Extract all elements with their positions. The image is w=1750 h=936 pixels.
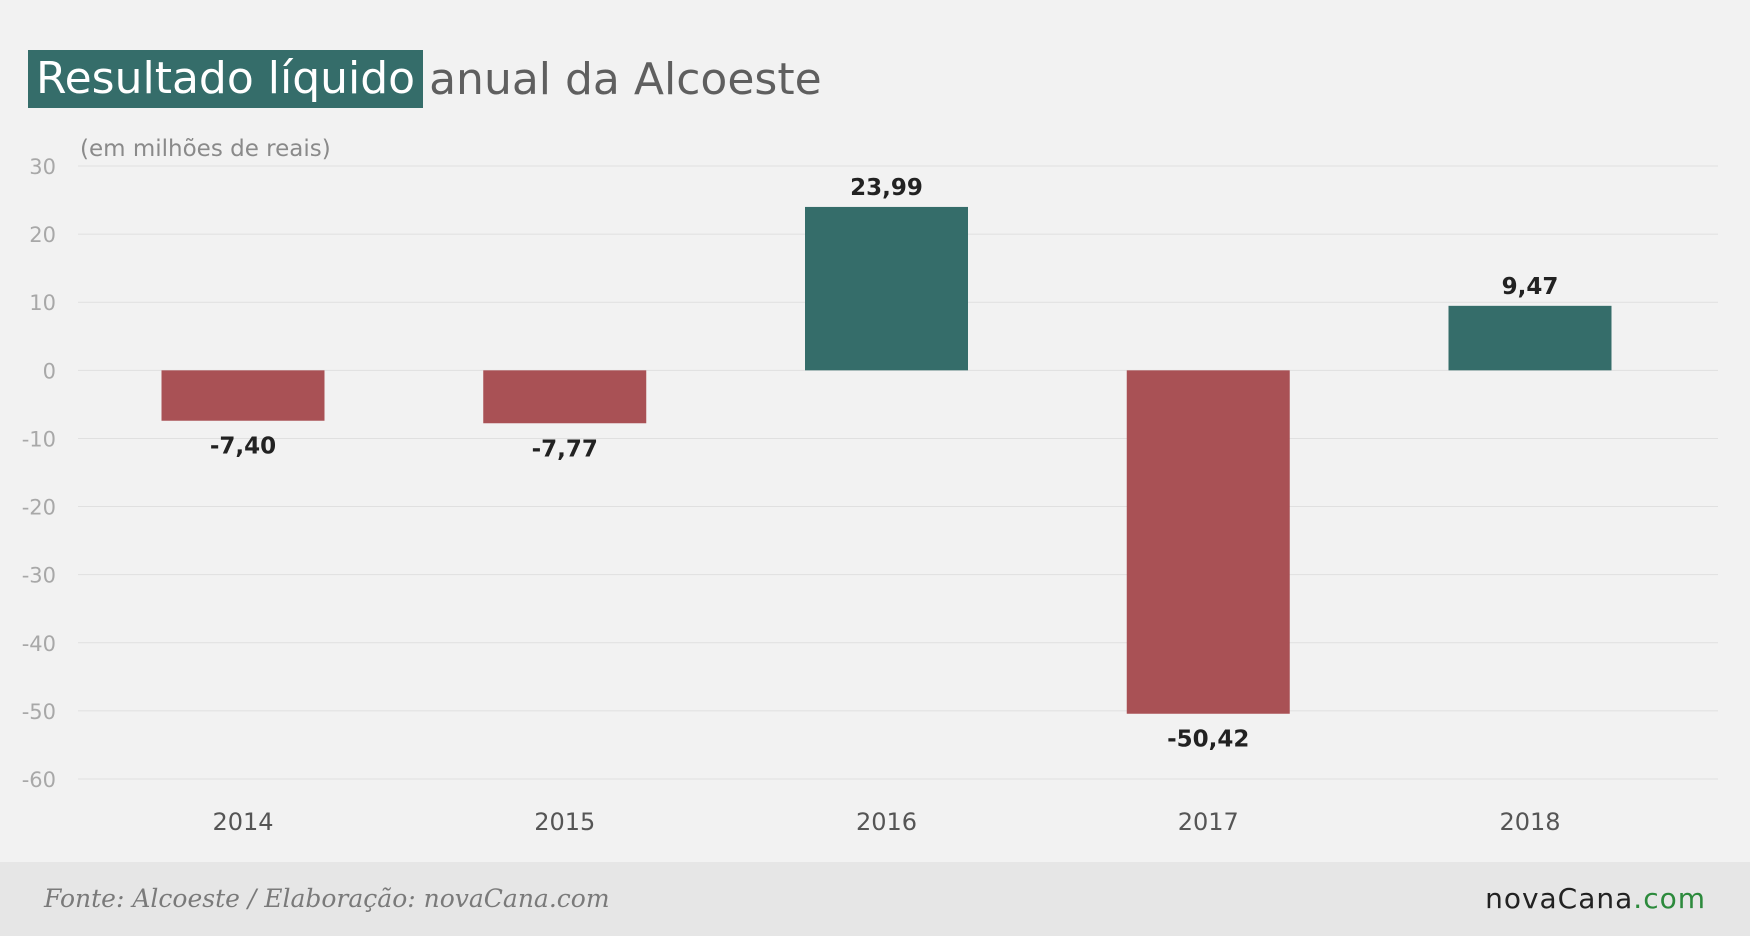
y-tick-label: 0 [43,359,56,383]
bar [805,206,968,371]
bar-chart: (em milhões de reais) 30 20 10 0 -10 -20 -30 -40… [22,136,1718,836]
chart-title-highlight: Resultado líquido [28,50,424,108]
source-note: Fonte: Alcoeste / Elaboração: novaCana.c… [44,884,610,913]
brand-tld: .com [1633,882,1706,915]
y-tick-label: -20 [22,496,56,520]
chart-title: Resultado líquido anual da Alcoeste [28,50,822,108]
unit-label: (em milhões de reais) [80,136,331,162]
y-tick-label: -50 [22,700,56,724]
brand-logo: novaCana.com [1485,882,1706,915]
y-tick-label: -30 [22,564,56,588]
y-tick-label: -40 [22,632,56,656]
chart-title-rest: anual da Alcoeste [429,53,822,105]
x-tick-label: 2018 [1499,808,1560,836]
x-tick-label: 2015 [534,808,595,836]
footer: Fonte: Alcoeste / Elaboração: novaCana.c… [0,862,1750,936]
y-tick-label: 30 [29,155,56,179]
y-tick-label: 10 [29,291,56,315]
data-label: -7,40 [210,434,276,460]
y-tick-label: -10 [22,427,56,451]
data-label: 9,47 [1502,274,1559,300]
y-tick-label: -60 [22,768,56,792]
data-label: -7,77 [532,436,598,462]
y-tick-label: 20 [29,223,56,247]
x-tick-label: 2014 [212,808,273,836]
x-tick-label: 2017 [1178,808,1239,836]
bar [483,370,647,424]
bar [1126,370,1290,714]
bar [1448,305,1612,371]
bar [161,370,325,421]
data-label: 23,99 [850,175,923,201]
x-tick-label: 2016 [856,808,917,836]
data-label: -50,42 [1167,727,1249,753]
brand-name: novaCana [1485,882,1634,915]
